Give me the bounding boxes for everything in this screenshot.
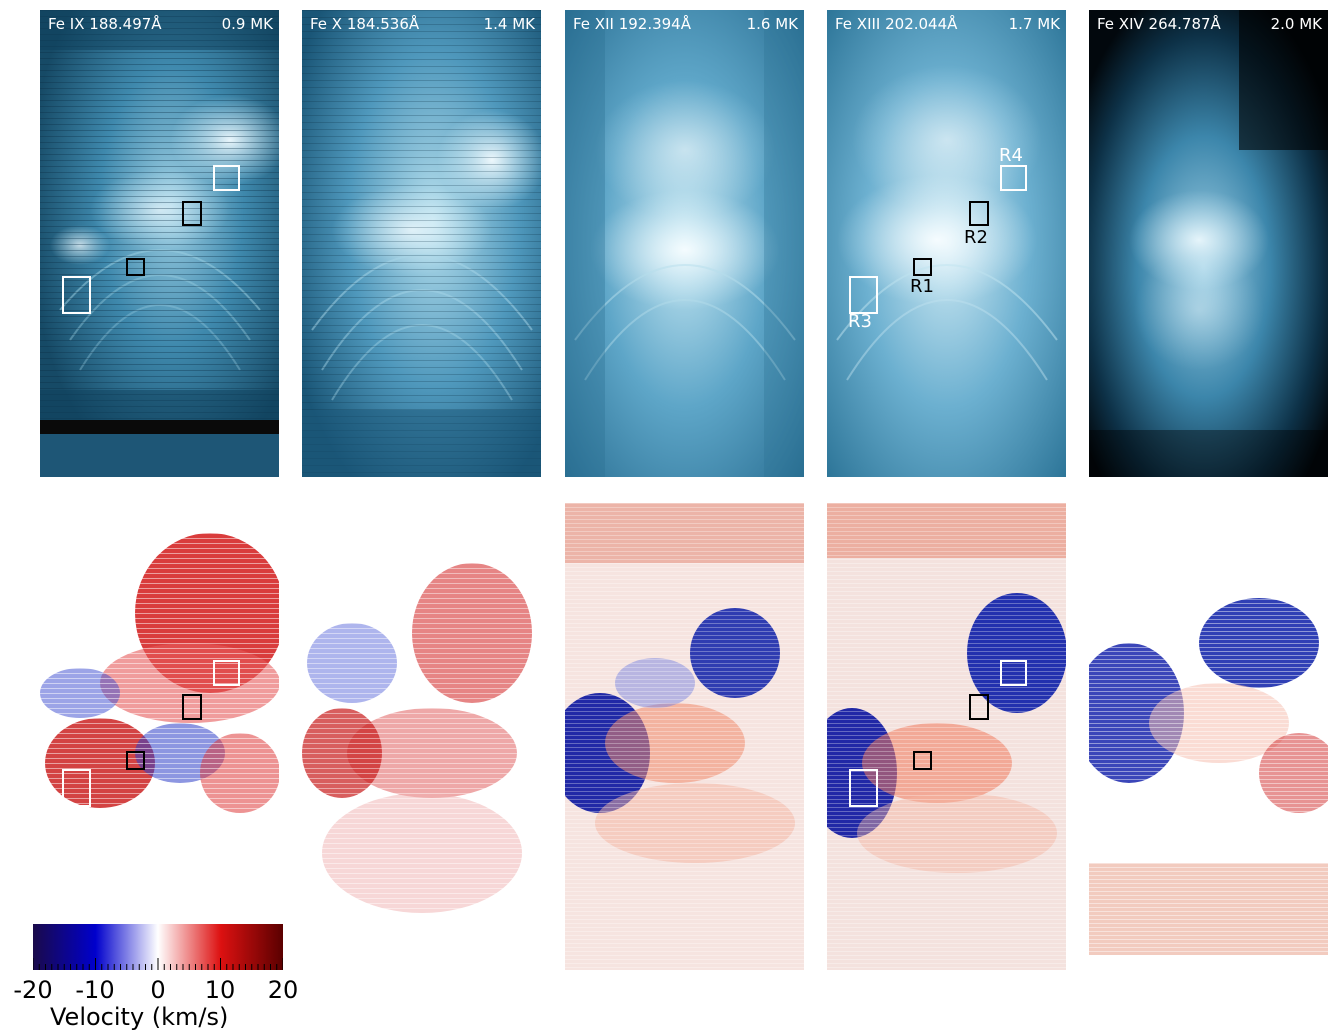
intensity-panel-fe-xii: Fe XII 192.394Å 1.6 MK bbox=[565, 10, 804, 477]
temperature-label: 1.4 MK bbox=[483, 15, 535, 33]
region-box-r1 bbox=[913, 258, 932, 276]
region-box-r2 bbox=[969, 694, 989, 720]
intensity-image-fe-ix bbox=[40, 10, 279, 477]
intensity-image-fe-xiii bbox=[827, 10, 1066, 477]
temperature-label: 1.7 MK bbox=[1008, 15, 1060, 33]
ion-label: Fe XIV 264.787Å bbox=[1097, 15, 1221, 33]
intensity-image-fe-xii bbox=[565, 10, 804, 477]
region-box-r2 bbox=[182, 201, 202, 226]
velocity-map-fe-xii bbox=[565, 503, 804, 970]
ion-label: Fe XIII 202.044Å bbox=[835, 15, 958, 33]
colorbar-tick-label: -20 bbox=[13, 976, 53, 1004]
ion-label: Fe XII 192.394Å bbox=[573, 15, 691, 33]
ion-label: Fe IX 188.497Å bbox=[48, 15, 162, 33]
region-label-r1: R1 bbox=[910, 276, 934, 297]
velocity-map-fe-xiii bbox=[827, 503, 1066, 970]
velocity-colorbar bbox=[32, 924, 284, 970]
intensity-panel-fe-ix: Fe IX 188.497Å 0.9 MK bbox=[40, 10, 279, 477]
region-box-r1 bbox=[913, 751, 932, 770]
velocity-map-fe-ix bbox=[40, 503, 279, 923]
region-box-r3 bbox=[849, 769, 878, 807]
velocity-panel-fe-xiii bbox=[827, 503, 1066, 970]
intensity-panel-fe-x: Fe X 184.536Å 1.4 MK bbox=[302, 10, 541, 477]
ion-label: Fe X 184.536Å bbox=[310, 15, 420, 33]
velocity-map-fe-xiv bbox=[1089, 503, 1328, 955]
velocity-panel-fe-xiv bbox=[1089, 503, 1328, 955]
colorbar-tick-label: 0 bbox=[150, 976, 166, 1004]
region-box-r4 bbox=[1000, 660, 1027, 686]
temperature-label: 0.9 MK bbox=[221, 15, 273, 33]
region-box-r3 bbox=[62, 769, 91, 807]
region-box-r3 bbox=[849, 276, 878, 314]
colorbar-tick-label: 10 bbox=[204, 976, 236, 1004]
velocity-panel-fe-xii bbox=[565, 503, 804, 970]
region-label-r3: R3 bbox=[848, 311, 872, 332]
colorbar-title: Velocity (km/s) bbox=[50, 1003, 229, 1031]
colorbar-gradient bbox=[32, 924, 284, 970]
intensity-image-fe-x bbox=[302, 10, 541, 477]
velocity-panel-fe-x bbox=[302, 503, 541, 970]
intensity-panel-fe-xiii: Fe XIII 202.044Å 1.7 MK R4 R2 R1 R3 bbox=[827, 10, 1066, 477]
colorbar-tick-label: 20 bbox=[267, 976, 299, 1004]
region-box-r3 bbox=[62, 276, 91, 314]
colorbar-tick-label: -10 bbox=[75, 976, 115, 1004]
intensity-panel-fe-xiv: Fe XIV 264.787Å 2.0 MK bbox=[1089, 10, 1328, 477]
region-box-r2 bbox=[969, 201, 989, 226]
temperature-label: 1.6 MK bbox=[746, 15, 798, 33]
region-label-r4: R4 bbox=[999, 145, 1023, 166]
region-label-r2: R2 bbox=[964, 227, 988, 248]
intensity-image-fe-xiv bbox=[1089, 10, 1328, 477]
region-box-r4 bbox=[213, 165, 240, 191]
region-box-r4 bbox=[213, 660, 240, 686]
region-box-r4 bbox=[1000, 165, 1027, 191]
region-box-r1 bbox=[126, 751, 145, 770]
region-box-r1 bbox=[126, 258, 145, 276]
velocity-panel-fe-ix bbox=[40, 503, 279, 923]
velocity-map-fe-x bbox=[302, 503, 541, 970]
temperature-label: 2.0 MK bbox=[1270, 15, 1322, 33]
region-box-r2 bbox=[182, 694, 202, 720]
